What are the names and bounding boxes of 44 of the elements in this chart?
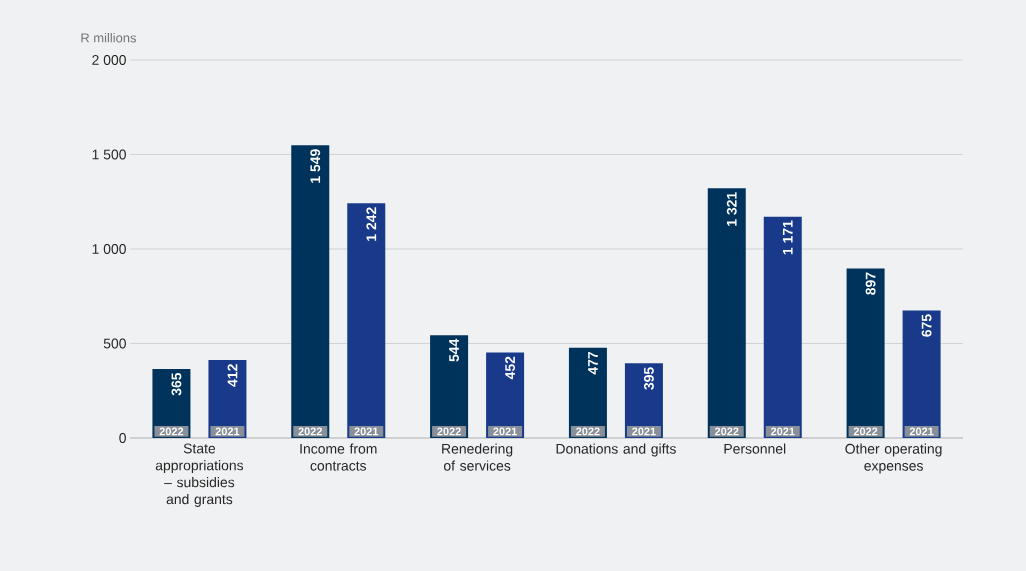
y-tick-label: 0	[119, 433, 126, 443]
data-label: 544	[449, 338, 459, 362]
x-tick-label: Income from contracts	[300, 443, 377, 471]
series-label: 2022	[159, 427, 184, 436]
text: 2022	[853, 427, 878, 436]
data-label: 675	[921, 314, 932, 337]
data-label: 452	[505, 356, 516, 380]
x-tick-label: Personnel	[724, 443, 786, 454]
bar	[291, 145, 330, 438]
y-axis-title: R millions	[81, 32, 136, 43]
text: 2021	[493, 427, 517, 436]
y-tick-label: 2 000	[92, 55, 126, 65]
bar	[707, 188, 746, 438]
x-tick-label: Renedering of services	[442, 443, 513, 471]
text: 2022	[714, 427, 739, 436]
text: 2021	[354, 427, 379, 436]
data-label: 1 549	[310, 149, 321, 183]
text: 2021	[770, 427, 795, 436]
bar	[902, 310, 941, 438]
data-label: 1 321	[726, 192, 737, 226]
bar	[568, 347, 607, 438]
text: 2022	[437, 427, 461, 436]
text: 2022	[576, 427, 600, 436]
data-label: 412	[227, 364, 238, 387]
x-tick-label: State appropriations – subsidies and grants	[155, 443, 244, 507]
text: 2022	[298, 427, 323, 436]
bar	[763, 216, 802, 438]
y-tick-label: 1 000	[92, 244, 126, 254]
data-label: 1 171	[782, 220, 793, 255]
data-label: 1 242	[366, 207, 377, 241]
bar	[430, 335, 469, 438]
data-label: 365	[171, 372, 182, 396]
bar	[846, 268, 885, 438]
y-tick-label: 1 500	[92, 149, 126, 160]
text: 2021	[909, 427, 934, 436]
x-tick-label: Donations and gifts	[556, 443, 676, 457]
data-label: 395	[643, 367, 654, 390]
data-label: 897	[865, 272, 876, 295]
bar	[347, 203, 386, 438]
x-tick-label: Other operating expenses	[845, 443, 942, 474]
text: 2021	[632, 427, 656, 436]
data-label: 477	[588, 351, 598, 375]
series-label: 2021	[215, 427, 240, 436]
y-tick-label: 500	[103, 338, 126, 349]
